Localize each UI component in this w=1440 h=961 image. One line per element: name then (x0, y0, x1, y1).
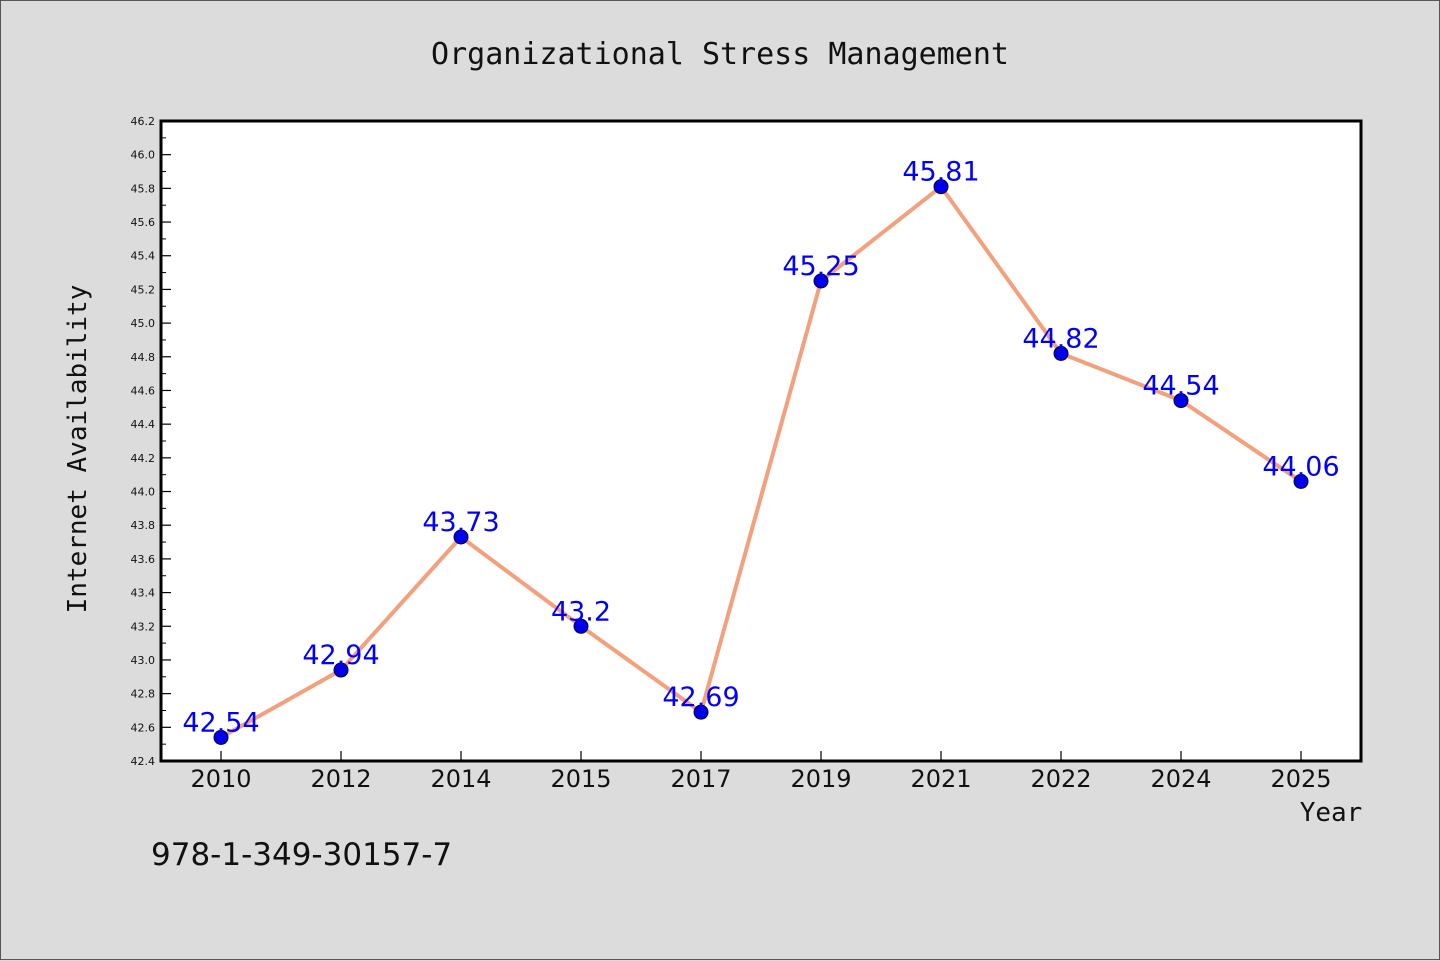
data-label: 43.2 (551, 596, 611, 627)
plot-border (159, 119, 1363, 763)
data-labels: 42.54 42.94 43.73 43.2 42.69 45.25 45.81 44.82 4… (182, 157, 1339, 739)
data-label: 43.73 (422, 507, 499, 538)
data-point (1173, 393, 1189, 409)
data-point (933, 179, 949, 195)
data-point (213, 729, 229, 745)
x-tick-label: 2015 (550, 765, 611, 793)
data-point (333, 662, 349, 678)
y-tick-label: 44.4 (131, 418, 156, 431)
y-tick-label: 44.2 (131, 452, 156, 465)
data-label: 42.54 (182, 707, 259, 738)
y-tick-label: 45.6 (131, 216, 156, 229)
y-tick-label: 43.4 (131, 587, 156, 600)
x-axis-label: Year (1300, 798, 1363, 828)
y-tick-label: 42.6 (131, 721, 156, 734)
data-label: 42.69 (662, 682, 739, 713)
x-tick-label: 2012 (310, 765, 371, 793)
y-tick-label: 46.0 (131, 149, 156, 162)
x-tick-label: 2022 (1030, 765, 1091, 793)
y-tick-label: 44.6 (131, 384, 156, 397)
y-tick-label: 43.0 (131, 654, 156, 667)
data-label: 44.06 (1262, 451, 1339, 482)
data-point (1053, 345, 1069, 361)
y-axis-label: Internet Availability (63, 285, 93, 614)
data-point (693, 704, 709, 720)
y-tick-label: 42.8 (131, 688, 156, 701)
data-label: 45.25 (782, 251, 859, 282)
x-tick-label: 2014 (430, 765, 491, 793)
y-tick-label: 44.8 (131, 351, 156, 364)
x-tick-label: 2010 (190, 765, 251, 793)
data-label: 44.54 (1142, 371, 1219, 402)
y-tick-label: 43.8 (131, 519, 156, 532)
y-tick-label: 43.2 (131, 620, 156, 633)
y-tick-label: 45.8 (131, 182, 156, 195)
x-tick-label: 2019 (790, 765, 851, 793)
series-line (220, 184, 1303, 740)
data-point (813, 273, 829, 289)
x-axis: 2010 2012 2014 2015 2017 2019 2021 2022 2024 2025 (190, 751, 1332, 793)
x-tick-label: 2017 (670, 765, 731, 793)
y-tick-label: 45.2 (131, 283, 156, 296)
data-label: 45.81 (902, 157, 979, 188)
y-tick-label: 42.4 (131, 755, 156, 768)
x-tick-label: 2021 (910, 765, 971, 793)
data-label: 42.94 (302, 640, 379, 671)
data-label: 44.82 (1022, 323, 1099, 354)
chart-title: Organizational Stress Management (431, 37, 1009, 72)
y-tick-label: 44.0 (131, 486, 156, 499)
y-tick-label: 45.0 (131, 317, 156, 330)
x-tick-label: 2024 (1150, 765, 1211, 793)
data-point (1293, 473, 1309, 489)
series-markers (213, 179, 1309, 745)
x-tick-label: 2025 (1270, 765, 1331, 793)
isbn-annotation: 978-1-349-30157-7 (151, 837, 452, 873)
y-tick-label: 45.4 (131, 250, 156, 263)
y-axis: 42.4 42.6 42.8 43.0 43.2 43.4 43.6 43.8 44.0 44.2… (131, 115, 171, 768)
data-point (453, 529, 469, 545)
y-tick-label: 43.6 (131, 553, 156, 566)
plot-area (161, 121, 1361, 761)
data-point (573, 618, 589, 634)
y-tick-label: 46.2 (131, 115, 156, 128)
